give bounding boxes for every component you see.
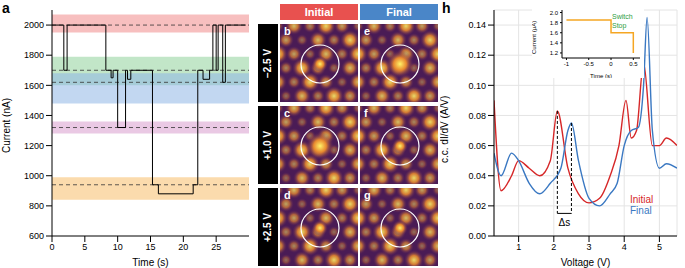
html-text:Final: Final bbox=[386, 6, 412, 18]
svg-text:4: 4 bbox=[622, 242, 627, 252]
svg-text:5: 5 bbox=[657, 242, 662, 252]
html-text:+1.0 V: +1.0 V bbox=[262, 130, 274, 160]
svg-text:0.04: 0.04 bbox=[468, 171, 486, 181]
svg-text:1600: 1600 bbox=[24, 81, 44, 91]
svg-text:0.08: 0.08 bbox=[468, 111, 486, 121]
svg-text:800: 800 bbox=[29, 201, 44, 211]
svg-text:20: 20 bbox=[178, 242, 188, 252]
svg-text:f: f bbox=[364, 107, 368, 119]
svg-text:c.c. dI/dV (A/V): c.c. dI/dV (A/V) bbox=[440, 96, 450, 163]
html-text:Initial: Initial bbox=[304, 6, 334, 18]
html-text:a: a bbox=[2, 0, 10, 16]
svg-text:1.6: 1.6 bbox=[550, 30, 559, 36]
svg-text:0.12: 0.12 bbox=[468, 50, 486, 60]
svg-text:c: c bbox=[284, 107, 290, 119]
html-text:h: h bbox=[442, 0, 451, 16]
svg-text:Current (nA): Current (nA) bbox=[1, 98, 12, 153]
svg-text:Voltage (V): Voltage (V) bbox=[561, 257, 610, 268]
svg-text:25: 25 bbox=[211, 242, 221, 252]
svg-text:2.0: 2.0 bbox=[550, 10, 559, 16]
svg-text:Time (s): Time (s) bbox=[590, 73, 612, 78]
svg-text:e: e bbox=[364, 25, 370, 37]
svg-text:1000: 1000 bbox=[24, 171, 44, 181]
html-text:Final: Final bbox=[630, 205, 652, 216]
svg-text:2: 2 bbox=[551, 242, 556, 252]
svg-text:0.14: 0.14 bbox=[468, 20, 486, 30]
html-text:+2.5 V: +2.5 V bbox=[262, 212, 274, 242]
svg-text:Δs: Δs bbox=[559, 217, 571, 228]
svg-text:d: d bbox=[284, 189, 291, 201]
svg-text:-1: -1 bbox=[564, 61, 570, 67]
svg-text:g: g bbox=[364, 189, 371, 201]
svg-text:3: 3 bbox=[587, 242, 592, 252]
svg-text:1.2: 1.2 bbox=[550, 50, 559, 56]
svg-text:0.06: 0.06 bbox=[468, 141, 486, 151]
html-text:Switch: Switch bbox=[612, 13, 633, 20]
svg-text:Time (s): Time (s) bbox=[132, 257, 168, 268]
svg-text:1.8: 1.8 bbox=[550, 20, 559, 26]
svg-text:1400: 1400 bbox=[24, 111, 44, 121]
svg-text:0: 0 bbox=[609, 61, 613, 67]
svg-text:0.10: 0.10 bbox=[468, 81, 486, 91]
svg-text:b: b bbox=[284, 25, 291, 37]
svg-text:Current (μA): Current (μA) bbox=[532, 21, 537, 54]
svg-text:1.4: 1.4 bbox=[550, 40, 559, 46]
svg-text:0.02: 0.02 bbox=[468, 201, 486, 211]
html-text:Stop: Stop bbox=[612, 22, 627, 29]
svg-text:0: 0 bbox=[49, 242, 54, 252]
svg-text:600: 600 bbox=[29, 231, 44, 241]
svg-text:0.00: 0.00 bbox=[468, 231, 486, 241]
html-text:Initial: Initial bbox=[630, 194, 654, 205]
svg-text:1200: 1200 bbox=[24, 141, 44, 151]
svg-text:0.5: 0.5 bbox=[629, 61, 638, 67]
svg-text:10: 10 bbox=[113, 242, 123, 252]
svg-text:1800: 1800 bbox=[24, 50, 44, 60]
svg-text:-0.5: -0.5 bbox=[584, 61, 595, 67]
html-text:−2.5 V: −2.5 V bbox=[262, 48, 274, 78]
svg-text:1: 1 bbox=[516, 242, 521, 252]
svg-text:2000: 2000 bbox=[24, 20, 44, 30]
svg-text:5: 5 bbox=[82, 242, 87, 252]
svg-text:15: 15 bbox=[145, 242, 155, 252]
